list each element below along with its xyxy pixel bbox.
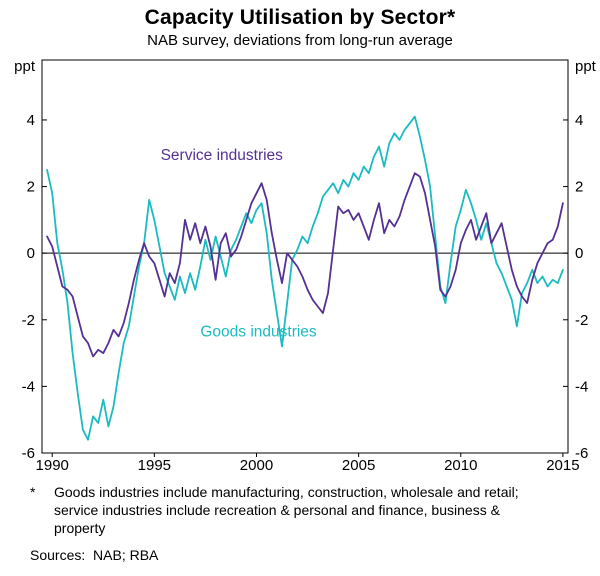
y-axis-label-left: -4 [22, 378, 35, 395]
x-axis-label: 1990 [36, 457, 69, 474]
chart-subtitle: NAB survey, deviations from long-run ave… [147, 32, 453, 49]
unit-label-left: ppt [14, 58, 36, 75]
footnote: * Goods industries include manufacturing… [30, 483, 572, 538]
footnote-text: Goods industries include manufacturing, … [54, 484, 519, 537]
chart-svg: 4 4 2 2 0 0 -2 -2 -4 -4 -6 -6 ppt ppt 1990 1995 2000 2005… [14, 58, 597, 474]
sources-line: Sources: NAB; RBA [30, 546, 159, 563]
x-axis-label: 2010 [444, 457, 477, 474]
y-axis-label-right: -6 [575, 445, 588, 462]
y-axis-label-right: 0 [575, 245, 583, 262]
series-line-service-industries [46, 172, 564, 358]
chart-area: 4 4 2 2 0 0 -2 -2 -4 -4 -6 -6 ppt ppt 1990 1995 2000 2005… [0, 50, 600, 475]
series-label-service-industries: Service industries [161, 147, 284, 164]
y-axis-label-right: -2 [575, 312, 588, 329]
x-axis-label: 2005 [342, 457, 375, 474]
footnote-marker: * [30, 484, 36, 500]
y-axis-label-right: 4 [575, 112, 583, 129]
series-label-goods-industries: Goods industries [200, 323, 317, 340]
x-axis-label: 2015 [546, 457, 579, 474]
y-axis-label-left: 2 [27, 179, 35, 196]
y-axis-label-left: 4 [27, 112, 35, 129]
y-axis-label-left: -2 [22, 312, 35, 329]
y-axis-label-right: 2 [575, 179, 583, 196]
plot-border [41, 59, 569, 454]
unit-label-right: ppt [575, 58, 597, 75]
x-axis-label: 2000 [240, 457, 273, 474]
chart-title: Capacity Utilisation by Sector* [144, 6, 456, 29]
y-axis-label-left: 0 [27, 245, 35, 262]
y-axis-label-left: -6 [22, 445, 35, 462]
x-axis-label: 1995 [138, 457, 171, 474]
y-axis-label-right: -4 [575, 378, 588, 395]
series-line-goods-industries [46, 115, 564, 441]
